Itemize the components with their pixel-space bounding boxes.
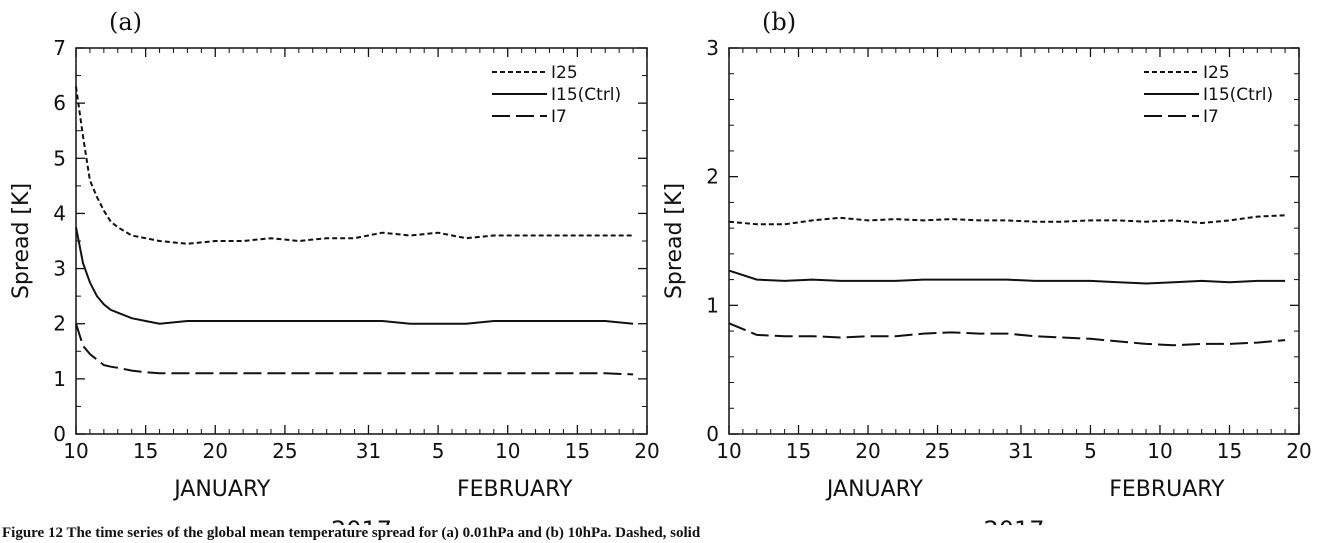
- year-label: 2017: [983, 516, 1044, 525]
- y-tick-label: 3: [706, 36, 719, 60]
- x-tick-label: 15: [786, 439, 811, 463]
- x-tick-label: 15: [565, 439, 590, 463]
- legend-label: I25: [1203, 63, 1230, 83]
- x-tick-label: 15: [133, 439, 158, 463]
- x-tick-label: 20: [203, 439, 228, 463]
- y-tick-label: 0: [706, 422, 719, 446]
- month-label-february: FEBRUARY: [457, 477, 573, 502]
- x-tick-label: 10: [1147, 439, 1172, 463]
- y-tick-label: 1: [706, 293, 719, 317]
- series-line-i25: [728, 214, 1286, 226]
- panel-label: (a): [109, 8, 142, 36]
- legend-label: I15(Ctrl): [1203, 85, 1273, 105]
- x-tick-label: 10: [63, 439, 88, 463]
- y-tick-label: 4: [53, 201, 66, 225]
- legend-label: I7: [1203, 107, 1219, 127]
- year-label: 2017: [331, 516, 392, 525]
- month-label-february: FEBRUARY: [1109, 477, 1225, 502]
- series-line-i15-ctrl-: [728, 269, 1286, 285]
- x-tick-label: 25: [272, 439, 297, 463]
- series-line-i15-ctrl-: [75, 227, 634, 325]
- figure-caption: Figure 12 The time series of the global …: [2, 525, 701, 541]
- y-tick-label: 5: [53, 146, 66, 170]
- legend-label: I25: [551, 63, 578, 83]
- y-axis-label: Spread [K]: [9, 183, 34, 299]
- x-tick-label: 20: [1286, 439, 1311, 463]
- x-tick-label: 10: [495, 439, 520, 463]
- series-line-i7: [75, 323, 634, 376]
- panel-label: (b): [762, 8, 796, 36]
- legend-label: I7: [551, 107, 567, 127]
- y-tick-label: 7: [53, 36, 66, 60]
- y-tick-label: 3: [53, 257, 66, 281]
- y-tick-label: 0: [53, 422, 66, 446]
- x-tick-label: 20: [634, 439, 659, 463]
- y-tick-label: 6: [53, 91, 66, 115]
- month-label-january: JANUARY: [172, 477, 271, 502]
- x-tick-label: 15: [1217, 439, 1242, 463]
- x-tick-label: 31: [1008, 439, 1033, 463]
- x-tick-label: 25: [925, 439, 950, 463]
- panel-b: 0 1 2 3 10 15 20 25 31 5 10 15 20 JANUARY FEBRUARY 2017…: [662, 8, 1312, 525]
- y-tick-label: 1: [53, 367, 66, 391]
- month-label-january: JANUARY: [825, 477, 924, 502]
- plot-frame: [728, 47, 1300, 435]
- x-tick-label: 10: [716, 439, 741, 463]
- panel-a: 0 1 2 3 4 5 6 7 10 15 20 25 31 5 10 15 20 JANUARY FEBRUARY…: [9, 8, 660, 525]
- series-line-i7: [728, 322, 1286, 347]
- y-tick-label: 2: [706, 165, 719, 189]
- y-tick-label: 2: [53, 312, 66, 336]
- x-tick-label: 31: [356, 439, 381, 463]
- y-axis-label: Spread [K]: [662, 183, 687, 299]
- x-tick-label: 5: [432, 439, 445, 463]
- legend-label: I15(Ctrl): [551, 85, 621, 105]
- x-tick-label: 20: [855, 439, 880, 463]
- series-line-i25: [75, 86, 634, 245]
- x-tick-label: 5: [1084, 439, 1097, 463]
